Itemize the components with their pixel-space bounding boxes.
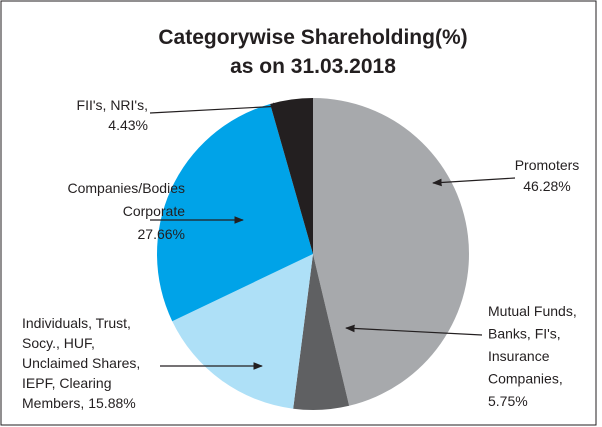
label-line: FII's, NRI's,: [77, 97, 148, 113]
chart-title: as on 31.03.2018: [230, 55, 396, 78]
pie-slice: [156, 104, 313, 322]
pie-slice: [270, 98, 313, 254]
label-line: Unclaimed Shares,: [22, 355, 140, 371]
label-line: Promoters: [515, 157, 580, 173]
value-label: 46.28%: [523, 178, 570, 194]
label-line: Insurance: [488, 348, 550, 364]
value-label: 5.75%: [488, 393, 528, 409]
pie-slice: [293, 254, 350, 410]
value-label: 4.43%: [108, 117, 148, 133]
label-line: Mutual Funds,: [488, 303, 577, 319]
label-line: Companies/Bodies: [67, 180, 185, 196]
label-line: Banks, FI's,: [488, 326, 561, 342]
label-arrow: [149, 102, 283, 114]
slice-label: Individuals, Trust, Socy., HUF, Unclaimed …: [22, 315, 140, 411]
label-line: Individuals, Trust,: [22, 315, 131, 331]
slice-label: Companies/Bodies Corporate 27.66%: [67, 180, 185, 242]
slice-label: Promoters 46.28%: [515, 157, 580, 194]
label-line: Socy., HUF,: [22, 335, 95, 351]
label-line: IEPF, Clearing: [22, 375, 111, 391]
label-line: Members,: [22, 395, 84, 411]
slice-label: FII's, NRI's, 4.43%: [77, 97, 148, 133]
slice-label: Mutual Funds, Banks, FI's, Insurance Compan…: [488, 303, 577, 409]
label-arrow: [345, 324, 483, 336]
value-label: 27.66%: [138, 226, 185, 242]
label-line: Companies,: [488, 371, 563, 387]
chart-title: Categorywise Shareholding(%): [158, 26, 467, 49]
label-arrow: [432, 177, 516, 187]
label-line: Corporate: [123, 203, 185, 219]
value-label: 15.88%: [88, 395, 135, 411]
pie-slice: [172, 254, 313, 409]
